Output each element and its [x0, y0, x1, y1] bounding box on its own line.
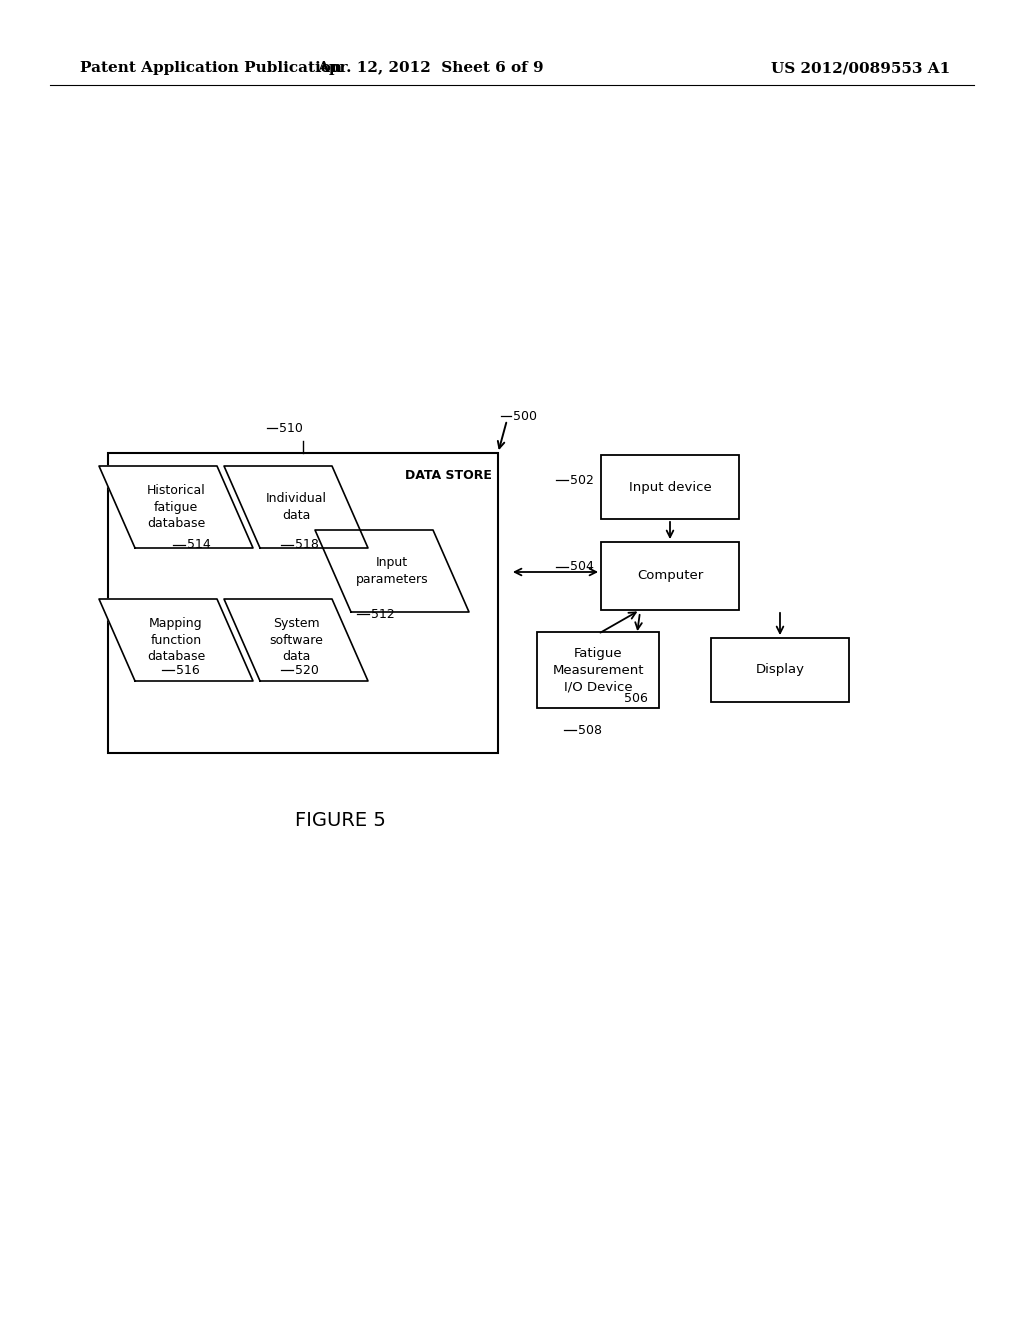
- Polygon shape: [315, 531, 469, 612]
- Text: Patent Application Publication: Patent Application Publication: [80, 61, 342, 75]
- Text: Mapping
function
database: Mapping function database: [146, 616, 205, 663]
- Text: 510: 510: [279, 421, 303, 434]
- Text: Input device: Input device: [629, 480, 712, 494]
- Text: Historical
fatigue
database: Historical fatigue database: [146, 484, 206, 531]
- Text: Apr. 12, 2012  Sheet 6 of 9: Apr. 12, 2012 Sheet 6 of 9: [316, 61, 544, 75]
- Text: Fatigue
Measurement
I/O Device: Fatigue Measurement I/O Device: [552, 647, 644, 693]
- Text: 512: 512: [371, 607, 394, 620]
- Polygon shape: [224, 599, 368, 681]
- Text: 518: 518: [295, 539, 318, 552]
- Bar: [601, 543, 739, 610]
- Text: Individual
data: Individual data: [265, 492, 327, 521]
- Polygon shape: [224, 466, 368, 548]
- Bar: [537, 632, 659, 708]
- Text: Computer: Computer: [637, 569, 703, 582]
- Text: DATA STORE: DATA STORE: [406, 469, 492, 482]
- Text: Display: Display: [756, 664, 805, 676]
- Text: US 2012/0089553 A1: US 2012/0089553 A1: [771, 61, 950, 75]
- Polygon shape: [99, 466, 253, 548]
- Text: 520: 520: [295, 664, 318, 676]
- Text: 506: 506: [624, 692, 648, 705]
- Bar: [108, 453, 498, 752]
- Polygon shape: [99, 599, 253, 681]
- Text: 514: 514: [187, 539, 211, 552]
- Text: System
software
data: System software data: [269, 616, 323, 663]
- Text: 502: 502: [570, 474, 594, 487]
- Bar: [711, 638, 849, 702]
- Text: FIGURE 5: FIGURE 5: [295, 810, 385, 829]
- Text: 504: 504: [570, 561, 594, 573]
- Text: 500: 500: [513, 409, 537, 422]
- Text: 508: 508: [578, 723, 602, 737]
- Text: 516: 516: [176, 664, 200, 676]
- Bar: [601, 455, 739, 519]
- Text: Input
parameters: Input parameters: [355, 556, 428, 586]
